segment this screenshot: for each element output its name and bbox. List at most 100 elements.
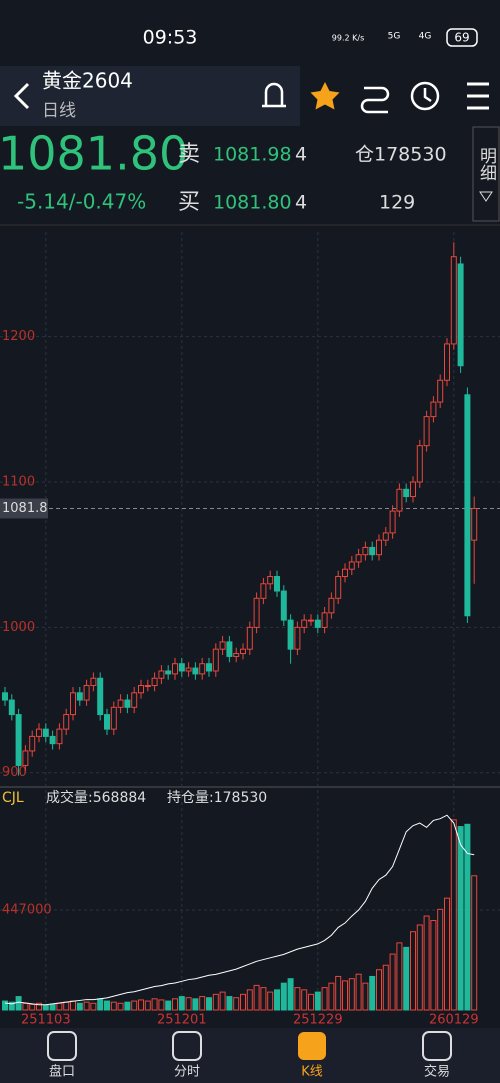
net: 5G (388, 32, 401, 42)
volume-bar (416, 924, 423, 1011)
volume-bar (369, 975, 376, 1011)
price: 1081.80 (0, 127, 188, 181)
candle-body (444, 343, 450, 381)
volume-bar (301, 989, 308, 1011)
volume-bar (76, 1002, 83, 1011)
tab-icon[interactable] (47, 1031, 77, 1061)
candle-body (382, 532, 389, 541)
switch-icon[interactable] (360, 86, 390, 114)
volume-bar (124, 1001, 131, 1011)
y-tick-label: 447000 (2, 903, 52, 918)
oi-line (4, 814, 475, 1006)
detail-box[interactable] (472, 126, 500, 222)
y-tick-label: 1200 (2, 329, 35, 344)
candle-body (49, 735, 56, 745)
candle-body (76, 692, 83, 701)
candle-body (219, 641, 226, 650)
volume-bar (151, 998, 158, 1011)
volume-bar (49, 1003, 56, 1011)
tab-icon[interactable] (172, 1031, 202, 1061)
volume-bar (308, 993, 314, 1011)
volume-bar (117, 1002, 124, 1011)
time: 09:53 (143, 27, 198, 49)
detail-arrow (479, 191, 493, 202)
candle-body (178, 663, 185, 672)
tab-icon[interactable] (298, 1032, 326, 1060)
candle-body (369, 546, 376, 556)
sell-label: 卖 (178, 142, 200, 167)
clock-hand (423, 88, 432, 103)
star-icon[interactable] (310, 82, 340, 110)
buy-label: 买 (178, 190, 200, 215)
volume-bar (178, 996, 185, 1011)
volume-bar (8, 1001, 15, 1011)
tab-label[interactable]: 分时 (174, 1065, 200, 1080)
volume-bar (342, 980, 348, 1011)
candle-body (117, 699, 124, 708)
candle-body (110, 706, 117, 730)
volume-bar (110, 1001, 117, 1011)
volume-bar (253, 984, 260, 1011)
y-tick-label: 900 (2, 765, 27, 780)
oi-text: 持仓量:178530 (167, 790, 267, 806)
tab-icon[interactable] (422, 1031, 452, 1061)
candle-body (124, 699, 131, 708)
candle-body (233, 653, 240, 657)
volume-bar (233, 997, 240, 1011)
candle-body (260, 583, 267, 599)
oi-change: 129 (379, 192, 415, 214)
candle-body (192, 667, 199, 675)
volume-bar (240, 993, 246, 1011)
volume-bar (165, 1000, 172, 1011)
alert-icon[interactable] (262, 82, 286, 108)
volume-bar (90, 1002, 97, 1011)
net: 4G (419, 32, 432, 42)
candle-body (199, 663, 206, 675)
volume-bar (314, 991, 321, 1011)
battery-level: 69 (454, 31, 469, 45)
candle-body (172, 663, 178, 675)
back[interactable] (13, 82, 30, 110)
volume-bar (450, 819, 457, 1011)
detail[interactable]: 明细 (476, 147, 497, 181)
candle-body (246, 626, 253, 650)
candle-body (15, 714, 22, 766)
candle-body (151, 677, 158, 687)
volume-bar (382, 964, 389, 1011)
buy-qty: 4 (295, 192, 307, 214)
clock-icon[interactable] (410, 81, 440, 111)
change: -5.14/-0.47% (17, 190, 146, 214)
candle-body (36, 728, 42, 737)
candle-body (410, 481, 416, 498)
oi: 仓178530 (355, 144, 447, 166)
candle-body (376, 539, 382, 556)
candle-body (471, 507, 478, 541)
candle-body (158, 670, 165, 679)
menu-icon[interactable] (467, 82, 489, 110)
candle-body (212, 648, 219, 672)
volume-bar (280, 982, 287, 1011)
candle-body (314, 619, 321, 628)
candle-body (274, 575, 280, 592)
volume-bar (158, 999, 165, 1011)
volume-bar (335, 975, 342, 1011)
tab-label[interactable]: 交易 (424, 1064, 450, 1080)
volume-bar (274, 989, 280, 1011)
candle-body (8, 699, 15, 716)
tab-label[interactable]: 盘口 (49, 1064, 75, 1080)
candle-body (294, 626, 301, 650)
candle-body (348, 561, 355, 570)
volume-bar (56, 1002, 63, 1011)
last-price-box (0, 498, 48, 519)
volume-bar (131, 1000, 138, 1011)
x-tick-label: 260129 (429, 1013, 479, 1028)
candle-body (138, 685, 144, 694)
candle-body (437, 379, 444, 403)
volume-bar (104, 1000, 110, 1011)
candle-body (267, 575, 274, 585)
candle-body (457, 263, 464, 367)
tab-label[interactable]: K线 (301, 1065, 323, 1080)
header-bar (0, 66, 300, 126)
